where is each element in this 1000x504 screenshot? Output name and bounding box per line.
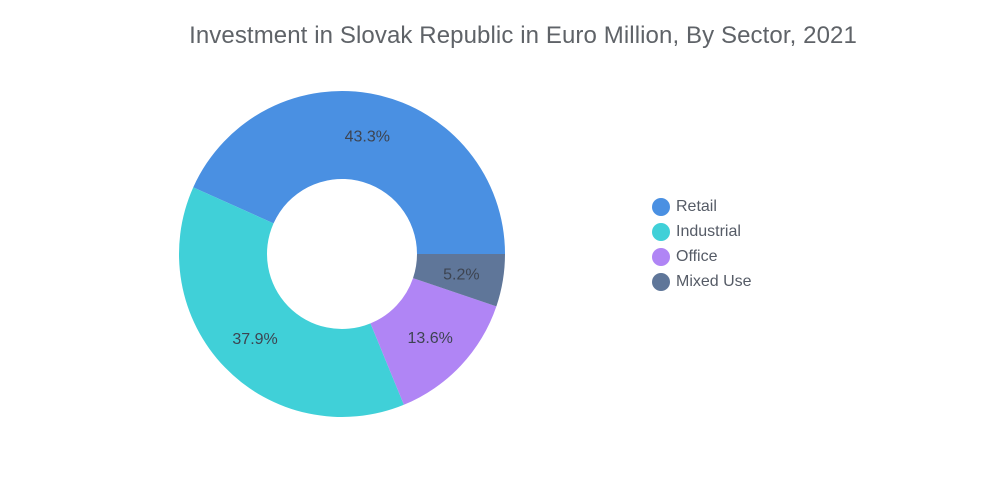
slice-label-mixed-use: 5.2%: [443, 267, 479, 284]
slice-mixed-use: [413, 254, 505, 307]
legend-item-office: Office: [652, 244, 752, 269]
legend-item-retail: Retail: [652, 194, 752, 219]
slice-office: [370, 278, 497, 405]
donut-slices: [179, 91, 506, 417]
legend-label-office: Office: [676, 247, 718, 265]
legend-swatch-industrial: [652, 222, 670, 241]
slice-retail: [193, 91, 506, 255]
legend-swatch-retail: [652, 197, 670, 216]
slice-industrial: [179, 187, 404, 417]
legend-item-mixed-use: Mixed Use: [652, 269, 752, 294]
chart-legend: Retail Industrial Office Mixed Use: [652, 194, 752, 294]
legend-label-industrial: Industrial: [676, 222, 741, 240]
legend-item-industrial: Industrial: [652, 219, 752, 244]
legend-label-mixed-use: Mixed Use: [676, 272, 752, 290]
legend-swatch-mixed-use: [652, 272, 670, 291]
chart-title: Investment in Slovak Republic in Euro Mi…: [189, 22, 857, 49]
slice-label-retail: 43.3%: [345, 129, 390, 146]
donut-slice-labels: 43.3% 37.9% 13.6% 5.2%: [232, 129, 479, 349]
slice-label-office: 13.6%: [408, 330, 453, 347]
legend-label-retail: Retail: [676, 197, 717, 215]
legend-swatch-office: [652, 247, 670, 266]
slice-label-industrial: 37.9%: [232, 331, 277, 348]
